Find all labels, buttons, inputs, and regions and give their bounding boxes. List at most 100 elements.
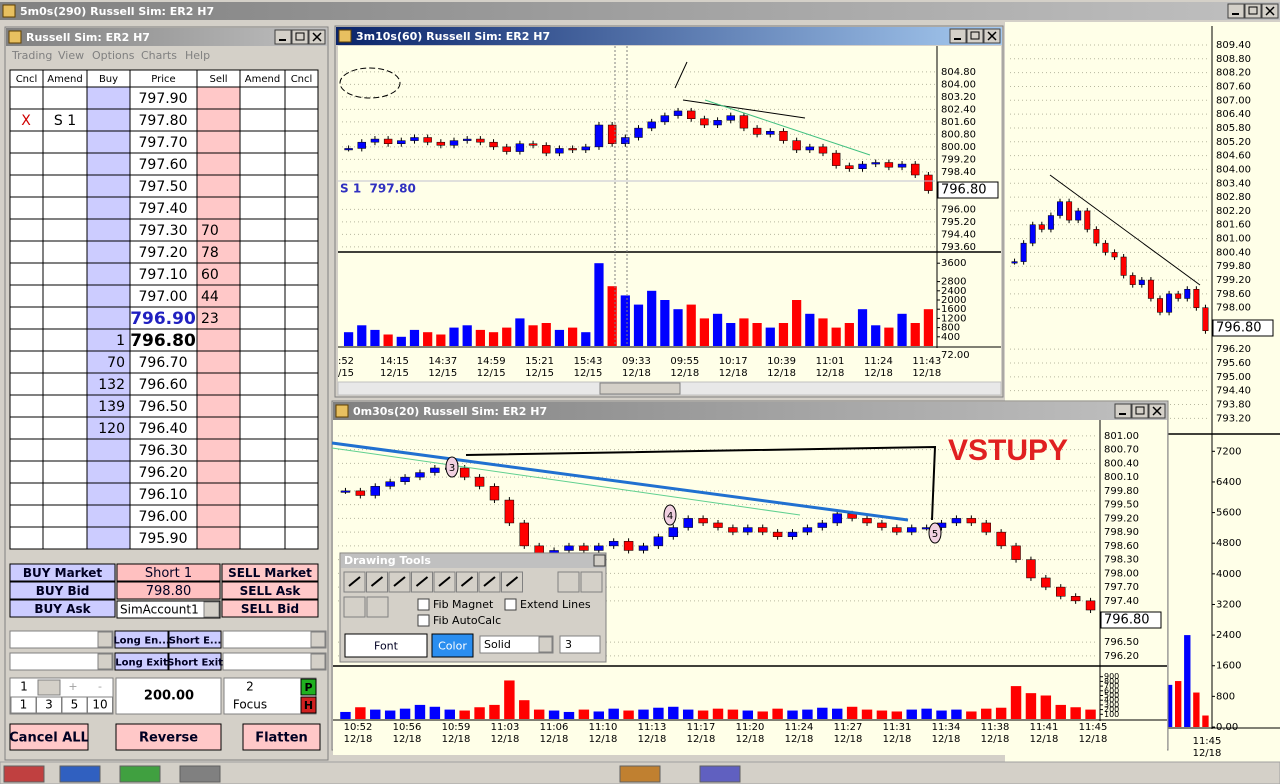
minimize-button[interactable] xyxy=(949,28,967,44)
maximize-button[interactable] xyxy=(291,29,309,45)
short-entry-button[interactable] xyxy=(168,630,222,649)
flatten-button[interactable] xyxy=(242,723,321,751)
dom-cell[interactable] xyxy=(86,130,131,154)
tool-button[interactable] xyxy=(366,596,389,618)
dom-cell[interactable] xyxy=(196,350,241,374)
dom-cell xyxy=(42,240,88,264)
h-button[interactable] xyxy=(300,696,317,714)
buy-bid-button[interactable] xyxy=(9,581,116,600)
checkbox[interactable] xyxy=(417,598,430,611)
volume-bar xyxy=(1193,692,1200,727)
color-button[interactable] xyxy=(431,633,474,658)
dom-cell[interactable] xyxy=(196,482,241,506)
long-exit-button[interactable] xyxy=(114,652,169,671)
cancel-all-button[interactable] xyxy=(9,723,89,751)
taskbar-item[interactable] xyxy=(179,765,221,783)
dom-cell[interactable] xyxy=(86,196,131,220)
tool-button[interactable] xyxy=(343,596,366,618)
menu-item[interactable]: Charts xyxy=(141,49,177,62)
sell-ask-button[interactable] xyxy=(221,581,319,600)
dom-cell[interactable] xyxy=(196,372,241,396)
preset-button[interactable] xyxy=(87,696,113,714)
dom-cell[interactable] xyxy=(86,526,131,550)
taskbar-item[interactable] xyxy=(59,765,101,783)
dom-cell[interactable] xyxy=(86,240,131,264)
dom-cell[interactable] xyxy=(86,482,131,506)
maximize-button[interactable] xyxy=(966,28,984,44)
tool-button[interactable] xyxy=(557,571,580,593)
preset-label[interactable]: 3 xyxy=(45,698,53,712)
sell-bid-button[interactable] xyxy=(221,599,319,618)
font-button[interactable] xyxy=(344,633,428,658)
dom-cell[interactable] xyxy=(196,526,241,550)
dom-cell[interactable] xyxy=(86,152,131,176)
minimize-button[interactable] xyxy=(1114,403,1132,419)
account-select[interactable] xyxy=(116,600,221,619)
cancel-order[interactable]: X xyxy=(21,113,31,129)
style-select[interactable] xyxy=(479,635,554,654)
checkbox[interactable] xyxy=(417,614,430,627)
volume-bar xyxy=(727,709,739,719)
taskbar-item[interactable] xyxy=(619,765,661,783)
minimize-button[interactable] xyxy=(1227,3,1245,19)
dom-cell xyxy=(42,284,88,308)
dom-cell[interactable] xyxy=(86,284,131,308)
maximize-button[interactable] xyxy=(1244,3,1262,19)
strategy-select[interactable] xyxy=(9,652,114,671)
quantity-spinner[interactable] xyxy=(37,679,61,696)
dom-cell[interactable] xyxy=(196,152,241,176)
tools-close[interactable] xyxy=(593,554,606,567)
dom-cell[interactable] xyxy=(86,262,131,286)
checkbox[interactable] xyxy=(504,598,517,611)
preset-label[interactable]: 5 xyxy=(71,698,79,712)
scrollbar-thumb[interactable] xyxy=(599,382,681,395)
taskbar-item[interactable] xyxy=(699,765,741,783)
dom-cell[interactable] xyxy=(196,504,241,528)
candle-body xyxy=(594,545,604,551)
dom-cell[interactable] xyxy=(86,86,131,110)
quantity-value[interactable]: 1 xyxy=(20,680,28,694)
short-button[interactable] xyxy=(116,563,221,582)
dom-cell[interactable] xyxy=(196,460,241,484)
short-exit-button[interactable] xyxy=(168,652,222,671)
dom-cell[interactable] xyxy=(196,174,241,198)
volume-tick-label: 7200 xyxy=(1216,446,1241,457)
dom-cell[interactable] xyxy=(196,416,241,440)
width-spinner[interactable] xyxy=(559,635,601,654)
tool-button[interactable] xyxy=(580,571,603,593)
dom-cell[interactable] xyxy=(196,328,241,352)
taskbar-item[interactable] xyxy=(119,765,161,783)
long-entry-button[interactable] xyxy=(114,630,169,649)
dom-cell[interactable] xyxy=(86,108,131,132)
menu-item[interactable]: View xyxy=(58,49,84,62)
dom-cell[interactable] xyxy=(86,504,131,528)
strategy-select[interactable] xyxy=(222,652,327,671)
strategy-select[interactable] xyxy=(9,630,114,649)
reverse-button[interactable] xyxy=(115,723,222,751)
dom-cell[interactable] xyxy=(196,438,241,462)
dom-cell[interactable] xyxy=(86,218,131,242)
maximize-button[interactable] xyxy=(1131,403,1149,419)
preset-label[interactable]: 10 xyxy=(92,698,107,712)
dom-cell[interactable] xyxy=(86,438,131,462)
dom-cell[interactable] xyxy=(196,394,241,418)
buy-ask-button[interactable] xyxy=(9,599,116,618)
menu-item[interactable]: Options xyxy=(92,49,135,62)
menu-item[interactable]: Trading xyxy=(11,49,52,62)
dom-cell[interactable] xyxy=(196,108,241,132)
dom-cell[interactable] xyxy=(86,460,131,484)
taskbar-item[interactable] xyxy=(3,765,45,783)
dom-cell[interactable] xyxy=(86,174,131,198)
short-price[interactable] xyxy=(116,581,221,600)
sell-market-button[interactable] xyxy=(221,563,319,582)
dom-cell[interactable] xyxy=(196,86,241,110)
preset-label[interactable]: 1 xyxy=(20,698,28,712)
menu-item[interactable]: Help xyxy=(185,49,210,62)
minimize-button[interactable] xyxy=(274,29,292,45)
p-button[interactable] xyxy=(300,678,317,696)
dom-cell[interactable] xyxy=(86,306,131,330)
dom-cell[interactable] xyxy=(196,196,241,220)
buy-market-button[interactable] xyxy=(9,563,116,582)
strategy-select[interactable] xyxy=(222,630,327,649)
dom-cell[interactable] xyxy=(196,130,241,154)
